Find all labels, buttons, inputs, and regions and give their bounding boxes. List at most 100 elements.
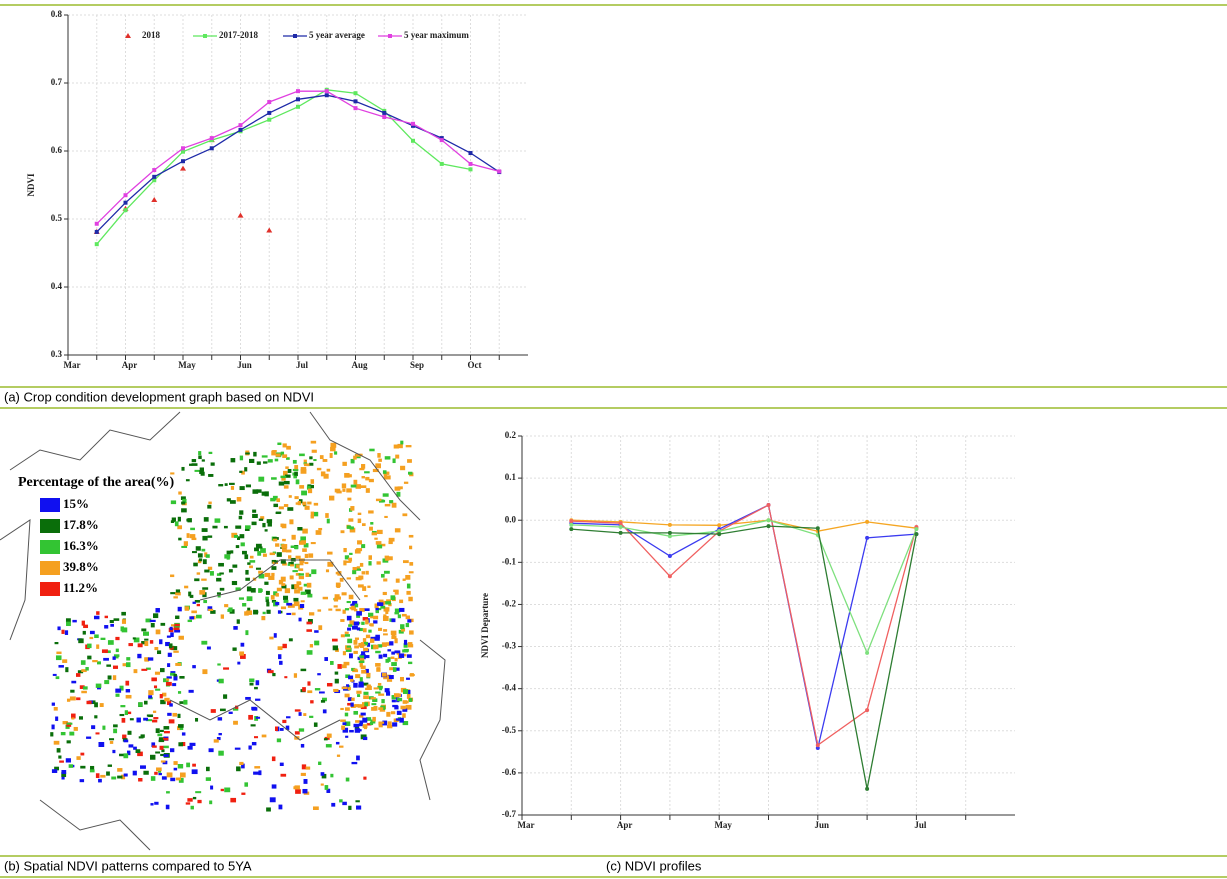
map-pixel <box>307 650 313 655</box>
map-pixel <box>166 805 170 810</box>
map-pixel <box>350 506 354 511</box>
legend-swatch <box>40 582 60 596</box>
map-pixel <box>301 744 304 748</box>
map-pixel <box>210 786 213 790</box>
x-tick-label: Sep <box>410 360 424 370</box>
legend-label: 17.8% <box>63 517 99 532</box>
map-pixel <box>345 694 350 698</box>
map-pixel <box>150 803 153 805</box>
map-pixel <box>363 638 366 642</box>
map-pixel <box>345 608 349 610</box>
map-pixel <box>364 595 368 597</box>
map-pixel <box>388 721 392 725</box>
map-pixel <box>69 764 73 768</box>
map-pixel <box>302 529 307 534</box>
map-pixel <box>345 736 348 738</box>
map-pixel <box>144 639 148 641</box>
map-pixel <box>396 718 400 720</box>
map-pixel <box>342 489 345 492</box>
map-pixel <box>153 717 158 719</box>
map-pixel <box>385 504 391 506</box>
map-pixel <box>371 707 376 711</box>
map-pixel <box>175 521 179 526</box>
y-tick-label: 0.8 <box>51 9 63 19</box>
map-pixel <box>265 597 269 600</box>
map-pixel <box>378 628 382 631</box>
map-pixel <box>350 679 354 682</box>
map-pixel <box>180 772 186 777</box>
map-pixel <box>187 533 190 538</box>
map-pixel <box>327 552 332 555</box>
map-pixel <box>379 655 383 659</box>
map-pixel <box>323 459 328 462</box>
point <box>668 523 672 527</box>
map-pixel <box>103 658 109 661</box>
map-pixel <box>249 565 253 568</box>
point <box>668 531 672 535</box>
map-pixel <box>253 610 258 615</box>
map-pixel <box>302 687 306 691</box>
map-pixel <box>304 463 310 466</box>
map-pixel <box>336 609 341 611</box>
map-pixel <box>354 724 360 728</box>
map-pixel <box>288 469 292 473</box>
map-pixel <box>305 506 310 510</box>
map-pixel <box>312 450 317 453</box>
map-pixel <box>282 549 287 553</box>
map-pixel <box>406 678 410 680</box>
map-pixel <box>246 484 251 487</box>
map-pixel <box>371 697 376 699</box>
map-pixel <box>324 475 328 477</box>
legend-label: 39.8% <box>63 559 99 574</box>
map-pixel <box>360 563 363 567</box>
map-pixel <box>317 673 321 675</box>
map-pixel <box>172 517 176 521</box>
map-pixel <box>108 640 114 645</box>
map-pixel <box>387 725 392 728</box>
map-pixel <box>137 654 141 658</box>
y-tick-label: -0.7 <box>502 809 517 819</box>
map-pixel <box>335 679 339 684</box>
map-pixel <box>129 744 134 747</box>
map-pixel <box>104 680 109 684</box>
map-pixel <box>397 698 402 701</box>
map-pixel <box>208 609 213 611</box>
map-pixel <box>275 459 279 462</box>
map-pixel <box>66 622 71 626</box>
map-pixel <box>278 646 283 650</box>
map-pixel <box>157 650 161 654</box>
page: Percentage of the area(%)15%17.8%16.3%39… <box>0 0 1227 879</box>
map-pixel <box>174 630 180 633</box>
map-pixel <box>76 756 80 760</box>
map-pixel <box>368 630 371 633</box>
map-pixel <box>171 500 176 504</box>
map-pixel <box>106 664 111 666</box>
map-pixel <box>206 554 210 558</box>
map-pixel <box>282 454 287 458</box>
y-axis-label: NDVI <box>26 173 36 196</box>
map-pixel <box>276 453 281 456</box>
map-pixel <box>356 548 362 551</box>
map-pixel <box>216 578 221 582</box>
map-pixel <box>235 525 241 528</box>
map-pixel <box>368 510 373 513</box>
map-pixel <box>308 489 312 494</box>
map-pixel <box>400 624 404 629</box>
map-pixel <box>248 715 253 720</box>
map-pixel <box>252 522 257 526</box>
map-pixel <box>298 587 302 591</box>
map-pixel <box>361 544 365 548</box>
map-pixel <box>255 699 260 701</box>
map-pixel <box>159 639 162 644</box>
map-pixel <box>314 641 319 646</box>
map-pixel <box>279 506 284 509</box>
series-line <box>571 526 916 789</box>
map-pixel <box>361 464 365 469</box>
map-pixel <box>371 703 376 705</box>
map-pixel <box>263 461 267 463</box>
map-pixel <box>297 582 302 584</box>
map-pixel <box>218 717 222 720</box>
map-pixel <box>304 460 307 463</box>
map-pixel <box>71 717 74 719</box>
y-tick-label: -0.2 <box>502 599 517 609</box>
